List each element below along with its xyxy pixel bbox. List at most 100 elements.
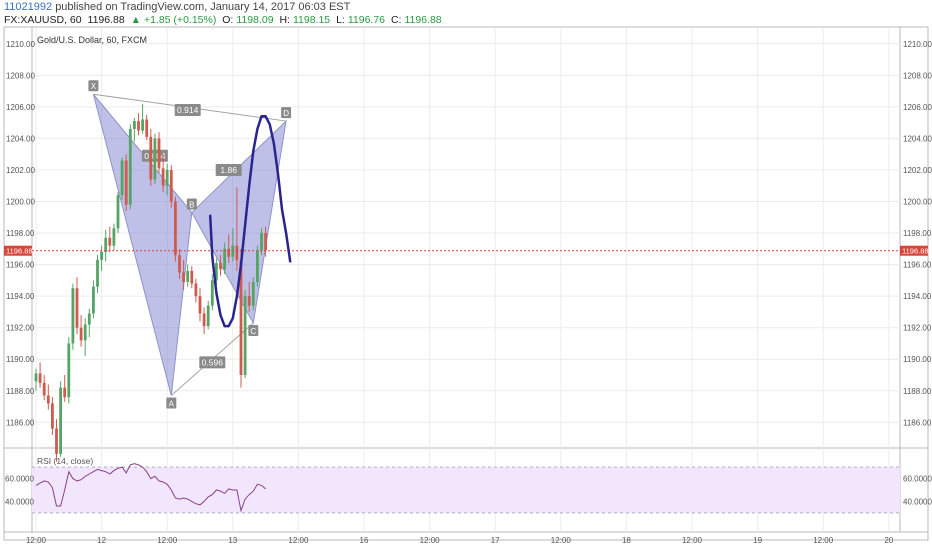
last-price-label-left: 1196.88 (6, 247, 33, 256)
candle-body (141, 119, 144, 131)
published-text: published on TradingView.com, January 14… (55, 1, 351, 13)
candle-body (206, 305, 210, 327)
ohlc-open: O: 1198.09 (222, 14, 274, 26)
y-tick-label-right: 1204.00 (903, 134, 932, 143)
last-price-label-right: 1196.88 (902, 247, 929, 256)
candle-body (124, 160, 128, 205)
candle-body (169, 169, 173, 202)
x-tick-label: 17 (491, 536, 500, 545)
candle-body (239, 259, 243, 376)
rsi-label: RSI (14, close) (37, 456, 93, 466)
y-tick-label-left: 1200.00 (6, 198, 35, 207)
candle-body (145, 119, 149, 137)
candle-body (38, 373, 42, 383)
candle-body (42, 382, 46, 396)
x-tick-label: 19 (753, 536, 762, 545)
candle-body (116, 195, 120, 229)
y-tick-label-left: 1196.00 (6, 261, 35, 270)
y-tick-label-left: 1190.00 (6, 355, 35, 364)
candle-body (161, 168, 165, 186)
y-tick-label-left: 1198.00 (6, 229, 35, 238)
y-tick-label-left: 1204.00 (6, 134, 35, 143)
x-axis-ticks: 12:00 12 12:00 13 12:00 16 12:00 17 12:00 18 12:00… (26, 536, 894, 545)
candle-body (178, 255, 181, 273)
pattern-point-label: X (91, 82, 97, 91)
y-tick-label-left: 1210.00 (6, 40, 35, 49)
x-tick-label: 12:00 (26, 536, 47, 545)
rsi-tick-label-right: 40.0000 (903, 497, 932, 506)
x-tick-label: 18 (622, 536, 631, 545)
y-tick-label-right: 1210.00 (903, 40, 932, 49)
x-tick-label: 13 (228, 536, 237, 545)
price-change: ▲ +1.85 (+0.15%) (130, 14, 217, 26)
grid (32, 28, 900, 532)
symbol: FX:XAUUSD, 60 (4, 14, 82, 26)
x-tick-label: 12 (97, 536, 106, 545)
rsi-line (35, 463, 266, 513)
candle-body (51, 403, 54, 429)
projection-curve[interactable] (208, 115, 292, 328)
ratio-label: 1.86 (220, 165, 237, 175)
y-tick-label-right: 1192.00 (903, 324, 932, 333)
rsi-tick-label-left: 40.0000 (5, 497, 34, 506)
y-tick-label-right: 1188.00 (903, 387, 932, 396)
candle-body (46, 395, 50, 404)
pattern-point-badge (186, 198, 197, 210)
candle-body (63, 387, 67, 398)
ratio-badge (174, 104, 201, 117)
y-tick-label-right: 1208.00 (903, 71, 932, 80)
y-tick-label-left: 1206.00 (6, 103, 35, 112)
candle-body (34, 373, 38, 382)
candle-body (235, 245, 239, 260)
y-tick-label-right: 1206.00 (903, 103, 932, 112)
pattern-point-label: B (189, 201, 194, 210)
rsi-tick-label-left: 60.0000 (5, 475, 34, 484)
chart-frame (3, 26, 929, 541)
candle-body (96, 259, 99, 287)
candle-body (67, 343, 71, 398)
chart-title: Gold/U.S. Dollar, 60, FXCM (37, 35, 147, 45)
candle-body (133, 121, 136, 129)
pattern-point-badge (166, 397, 177, 409)
candle-body (243, 296, 247, 376)
ohlc-low: L: 1196.76 (336, 14, 386, 26)
pattern-triangle-bcd (191, 119, 287, 325)
y-tick-label-left: 1186.00 (6, 418, 35, 427)
candle-body (75, 288, 79, 328)
x-tick-label: 12:00 (157, 536, 178, 545)
last-price: 1196.88 (87, 14, 125, 26)
y-tick-label-right: 1202.00 (903, 166, 932, 175)
pattern-triangle-xab (92, 93, 193, 396)
ratio-badge (215, 163, 242, 176)
candle-body (202, 313, 206, 327)
candle-body (251, 281, 255, 306)
candle-body (219, 263, 222, 270)
candle-body (194, 283, 198, 297)
x-tick-label: 12:00 (551, 536, 572, 545)
last-price-badge-right (900, 245, 928, 256)
candle-body (128, 128, 132, 205)
last-price-badge-left (4, 245, 32, 256)
y-axis-ticks: 1210.00 1210.00 1208.00 1208.00 1206.00 1206.… (6, 40, 932, 428)
candle-body (247, 296, 251, 306)
published-line: 11021992 published on TradingView.com, J… (4, 1, 350, 13)
ohlc-close: C: 1196.88 (390, 14, 442, 26)
x-tick-label: 12:00 (682, 536, 703, 545)
x-tick-label: 20 (884, 536, 893, 545)
y-tick-label-right: 1186.00 (903, 418, 932, 427)
user-id[interactable]: 11021992 (4, 1, 53, 13)
candle-body (153, 138, 157, 180)
candle-body (198, 296, 202, 314)
candle-body (157, 138, 161, 169)
ohlc-high: H: 1198.15 (279, 14, 331, 26)
rsi-pane: 60.0000 60.0000 40.0000 40.0000 (5, 463, 932, 514)
projection-path (208, 115, 292, 328)
y-tick-label-right: 1196.00 (903, 261, 932, 270)
y-tick-label-left: 1192.00 (6, 324, 35, 333)
y-tick-label-right: 1200.00 (903, 198, 932, 207)
candle-body (108, 237, 112, 246)
ratio-label: 0.596 (202, 357, 224, 367)
candle-body (83, 324, 87, 341)
